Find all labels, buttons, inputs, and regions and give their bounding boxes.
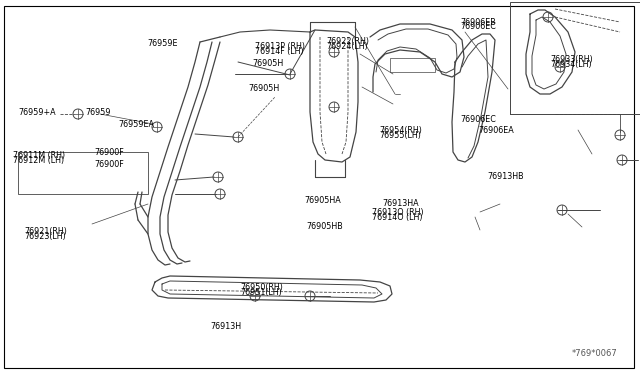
Text: 76959: 76959 xyxy=(85,108,111,117)
Bar xyxy=(18,152,148,194)
Text: 76913H: 76913H xyxy=(210,322,241,331)
Text: 76921(RH): 76921(RH) xyxy=(24,227,67,236)
Text: 76900F: 76900F xyxy=(95,148,124,157)
Text: 76914O (LH): 76914O (LH) xyxy=(372,213,423,222)
Bar xyxy=(510,2,640,114)
Text: 76959E: 76959E xyxy=(147,39,178,48)
Text: 76905HA: 76905HA xyxy=(304,196,340,205)
Text: 76933(RH): 76933(RH) xyxy=(550,55,593,64)
Text: 76905HB: 76905HB xyxy=(306,222,342,231)
Text: 76955(LH): 76955(LH) xyxy=(379,131,420,140)
Text: 76911M (RH): 76911M (RH) xyxy=(13,151,65,160)
Text: 76913HA: 76913HA xyxy=(382,199,419,208)
Text: 76905H: 76905H xyxy=(253,59,284,68)
Bar xyxy=(390,58,435,72)
Text: 76906EB: 76906EB xyxy=(461,18,497,27)
Text: 76914F (LH): 76914F (LH) xyxy=(255,47,303,56)
Text: 76905H: 76905H xyxy=(248,84,280,93)
Text: 76922(RH): 76922(RH) xyxy=(326,37,369,46)
Text: 76954(RH): 76954(RH) xyxy=(379,126,422,135)
Text: 76900F: 76900F xyxy=(95,160,124,169)
Text: 76924(LH): 76924(LH) xyxy=(326,42,368,51)
Text: 76913O (RH): 76913O (RH) xyxy=(372,208,424,217)
Text: 76923(LH): 76923(LH) xyxy=(24,232,66,241)
Text: 76912M (LH): 76912M (LH) xyxy=(13,156,64,165)
Text: 76906EA: 76906EA xyxy=(479,126,515,135)
Text: *769*0067: *769*0067 xyxy=(572,349,618,358)
Text: 76934(LH): 76934(LH) xyxy=(550,60,592,69)
Text: 76959+A: 76959+A xyxy=(18,108,56,117)
Text: 76913P (RH): 76913P (RH) xyxy=(255,42,305,51)
Text: 76913HB: 76913HB xyxy=(488,172,524,181)
Text: 76951(LH): 76951(LH) xyxy=(240,288,282,296)
Text: 76906EC: 76906EC xyxy=(461,22,497,31)
Text: 76959EA: 76959EA xyxy=(118,120,154,129)
Text: 76906EC: 76906EC xyxy=(461,115,497,124)
Text: 76950(RH): 76950(RH) xyxy=(240,283,283,292)
